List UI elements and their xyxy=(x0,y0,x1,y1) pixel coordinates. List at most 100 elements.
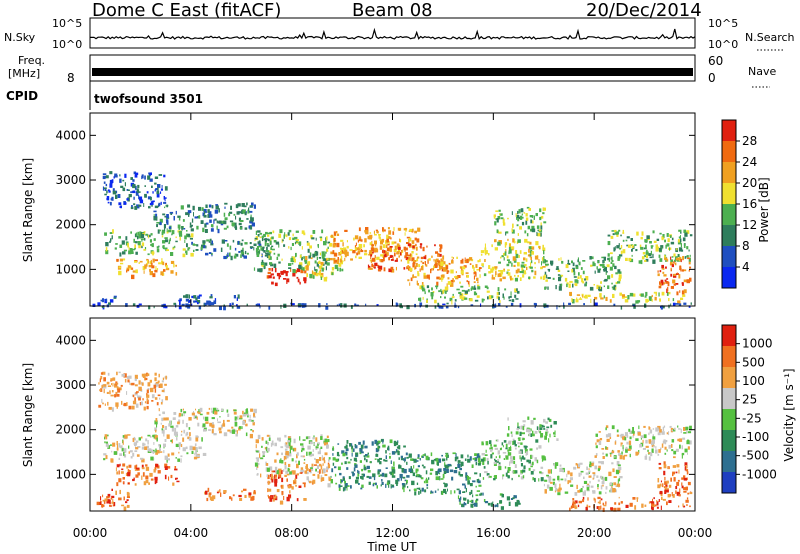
range-gate-cell xyxy=(164,215,168,218)
range-gate-cell xyxy=(465,476,467,481)
range-gate-cell xyxy=(512,256,516,261)
range-gate-cell xyxy=(631,431,635,434)
range-gate-cell xyxy=(409,267,413,272)
range-gate-cell xyxy=(681,485,684,489)
velocity-colorbar-label: Velocity [m s⁻¹] xyxy=(782,368,796,461)
range-gate-cell xyxy=(241,426,243,430)
range-gate-cell xyxy=(419,297,422,302)
range-gate-cell xyxy=(175,457,177,459)
range-gate-cell xyxy=(256,467,258,470)
range-gate-cell xyxy=(655,446,657,449)
range-gate-cell xyxy=(164,439,167,442)
range-gate-cell xyxy=(379,245,383,250)
range-gate-cell xyxy=(123,506,127,511)
range-gate-cell xyxy=(622,445,624,450)
range-gate-cell xyxy=(154,189,156,192)
range-gate-cell xyxy=(141,245,143,249)
range-gate-cell xyxy=(329,243,333,247)
range-gate-cell xyxy=(183,411,187,414)
range-gate-cell xyxy=(290,257,294,262)
range-gate-cell xyxy=(498,231,502,234)
range-gate-cell xyxy=(676,291,679,296)
range-gate-cell xyxy=(394,259,398,262)
range-gate-cell xyxy=(405,252,409,257)
range-gate-cell xyxy=(249,246,254,249)
range-gate-cell xyxy=(350,305,353,309)
range-gate-cell xyxy=(530,465,533,468)
range-gate-cell xyxy=(584,278,586,281)
range-gate-cell xyxy=(103,388,105,394)
range-gate-cell xyxy=(454,302,456,307)
range-gate-cell xyxy=(420,256,424,260)
range-gate-cell xyxy=(160,201,162,205)
range-gate-cell xyxy=(278,233,282,238)
range-gate-cell xyxy=(337,458,340,461)
range-gate-cell xyxy=(386,252,389,256)
range-gate-cell xyxy=(520,470,524,473)
range-gate-cell xyxy=(334,253,338,257)
range-gate-cell xyxy=(399,238,401,242)
range-gate-cell xyxy=(257,462,260,466)
range-gate-cell xyxy=(132,184,136,189)
range-gate-cell xyxy=(620,245,623,249)
range-gate-cell xyxy=(126,376,130,379)
range-gate-cell xyxy=(440,261,444,266)
colorbar-tick-label: 8 xyxy=(742,239,750,253)
range-gate-cell xyxy=(244,494,247,498)
range-gate-cell xyxy=(605,486,608,490)
range-gate-cell xyxy=(550,424,553,428)
range-gate-cell xyxy=(269,262,273,265)
range-gate-cell xyxy=(572,262,575,267)
range-gate-cell xyxy=(457,305,460,309)
range-gate-cell xyxy=(675,448,679,452)
range-gate-cell xyxy=(519,472,523,475)
range-gate-cell xyxy=(664,488,667,492)
range-gate-cell xyxy=(590,485,594,488)
range-gate-cell xyxy=(149,472,153,477)
range-gate-cell xyxy=(259,268,263,273)
range-gate-cell xyxy=(154,435,158,440)
range-gate-cell xyxy=(326,444,329,449)
range-gate-cell xyxy=(409,253,412,257)
range-gate-cell xyxy=(296,276,299,279)
range-gate-cell xyxy=(401,249,404,253)
range-gate-cell xyxy=(146,191,149,194)
range-gate-cell xyxy=(158,444,160,447)
range-gate-cell xyxy=(678,303,682,307)
range-gate-cell xyxy=(269,240,272,245)
range-gate-cell xyxy=(595,445,598,449)
range-gate-cell xyxy=(123,454,127,458)
range-gate-cell xyxy=(164,383,167,386)
range-gate-cell xyxy=(101,504,104,508)
range-gate-cell xyxy=(360,476,364,479)
range-gate-cell xyxy=(267,488,269,493)
range-gate-cell xyxy=(511,434,513,438)
range-gate-cell xyxy=(274,442,277,447)
range-gate-cell xyxy=(544,489,547,494)
range-gate-cell xyxy=(197,411,200,414)
range-gate-cell xyxy=(454,457,457,462)
range-gate-cell xyxy=(517,426,520,430)
range-gate-cell xyxy=(397,450,400,456)
freq-band xyxy=(92,68,693,76)
range-gate-cell xyxy=(160,422,162,425)
range-gate-cell xyxy=(527,416,530,420)
range-gate-cell xyxy=(422,288,426,292)
range-gate-cell xyxy=(189,237,193,240)
range-gate-cell xyxy=(420,477,424,480)
range-gate-cell xyxy=(290,302,292,305)
range-gate-cell xyxy=(376,304,379,307)
range-gate-cell xyxy=(494,247,498,251)
range-gate-cell xyxy=(251,222,255,227)
range-gate-cell xyxy=(126,496,130,498)
range-gate-cell xyxy=(611,450,615,454)
range-gate-cell xyxy=(386,238,389,243)
range-gate-cell xyxy=(296,268,301,273)
range-gate-cell xyxy=(425,470,428,475)
range-gate-cell xyxy=(270,237,272,242)
range-gate-cell xyxy=(520,215,523,220)
range-gate-cell xyxy=(666,449,668,452)
range-gate-cell xyxy=(497,291,500,295)
range-gate-cell xyxy=(417,454,420,458)
